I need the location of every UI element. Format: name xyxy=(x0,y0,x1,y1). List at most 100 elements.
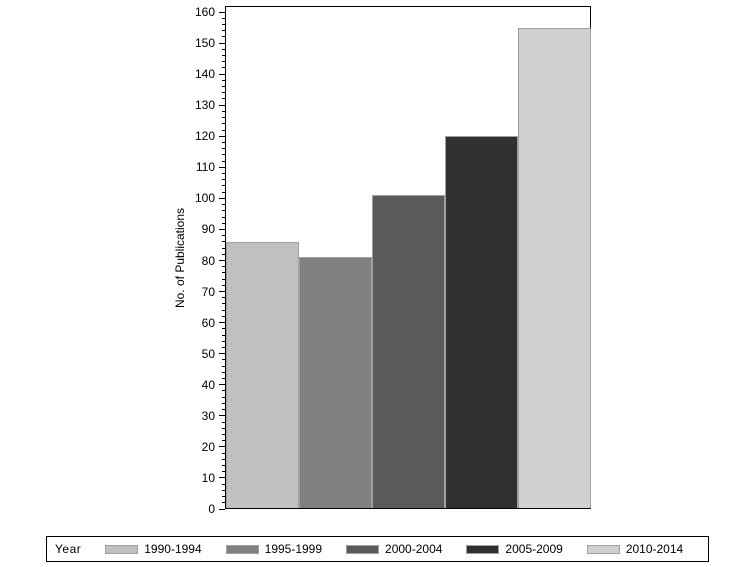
y-minor-tick xyxy=(222,272,225,274)
y-minor-tick xyxy=(222,123,225,125)
y-major-tick xyxy=(219,11,225,13)
y-minor-tick xyxy=(222,179,225,181)
legend-item: 1990-1994 xyxy=(105,542,202,556)
y-minor-tick xyxy=(222,266,225,268)
y-tick-label: 110 xyxy=(195,160,215,175)
plot-area xyxy=(225,6,591,509)
y-minor-tick xyxy=(222,216,225,218)
legend-item: 2000-2004 xyxy=(346,542,442,556)
y-minor-tick xyxy=(222,67,225,69)
y-minor-tick xyxy=(222,241,225,243)
y-minor-tick xyxy=(222,253,225,255)
y-minor-tick xyxy=(222,173,225,175)
y-minor-tick xyxy=(222,483,225,485)
y-tick-label: 40 xyxy=(201,377,215,392)
y-major-tick xyxy=(219,42,225,44)
y-minor-tick xyxy=(222,396,225,398)
y-minor-tick xyxy=(222,489,225,491)
y-tick-label: 70 xyxy=(201,284,215,299)
legend-swatch xyxy=(105,544,139,554)
legend-item: 2010-2014 xyxy=(586,542,684,556)
y-tick-label: 20 xyxy=(201,439,215,454)
y-minor-tick xyxy=(222,378,225,380)
y-minor-tick xyxy=(222,359,225,361)
y-major-tick xyxy=(219,415,225,417)
y-minor-tick xyxy=(222,471,225,473)
legend-item: 1995-1999 xyxy=(225,542,323,556)
y-minor-tick xyxy=(222,30,225,32)
y-minor-tick xyxy=(222,458,225,460)
legend-label: 1990-1994 xyxy=(144,542,202,556)
y-minor-tick xyxy=(222,421,225,423)
y-minor-tick xyxy=(222,315,225,317)
y-minor-tick xyxy=(222,235,225,237)
y-minor-tick xyxy=(222,297,225,299)
x-axis-line xyxy=(225,508,591,509)
y-minor-tick xyxy=(222,210,225,212)
y-tick-label: 90 xyxy=(201,222,215,237)
y-minor-tick xyxy=(222,160,225,162)
y-tick-label: 10 xyxy=(201,470,215,485)
y-tick-label: 150 xyxy=(194,36,215,51)
y-tick-label: 160 xyxy=(194,5,215,19)
y-minor-tick xyxy=(222,117,225,119)
y-minor-tick xyxy=(222,36,225,38)
y-minor-tick xyxy=(222,452,225,454)
legend: Year 1990-1994 1995-1999 2000-2004 2005-… xyxy=(46,536,709,562)
y-minor-tick xyxy=(222,86,225,88)
y-minor-tick xyxy=(222,141,225,143)
y-minor-tick xyxy=(222,247,225,249)
y-minor-tick xyxy=(222,23,225,25)
y-minor-tick xyxy=(222,204,225,206)
y-tick-label: 130 xyxy=(194,98,215,113)
legend-item: 2005-2009 xyxy=(466,542,563,556)
y-minor-tick xyxy=(222,427,225,429)
y-tick-label: 30 xyxy=(201,408,215,423)
y-minor-tick xyxy=(222,92,225,94)
y-major-tick xyxy=(219,104,225,106)
y-minor-tick xyxy=(222,191,225,193)
y-minor-tick xyxy=(222,502,225,504)
y-minor-tick xyxy=(222,185,225,187)
legend-label: 1995-1999 xyxy=(264,542,323,556)
y-minor-tick xyxy=(222,54,225,56)
y-minor-tick xyxy=(222,222,225,224)
y-minor-tick xyxy=(222,17,225,19)
y-minor-tick xyxy=(222,61,225,63)
y-major-tick xyxy=(219,135,225,137)
y-minor-tick xyxy=(222,440,225,442)
legend-label: 2010-2014 xyxy=(625,542,684,556)
y-major-tick xyxy=(219,446,225,448)
y-tick-label: 140 xyxy=(194,67,215,82)
y-axis: 0 10 20 30 40 50 60 70 80 90 100 110 120 130 140 150 160 xyxy=(160,0,225,520)
y-minor-tick xyxy=(222,79,225,81)
y-minor-tick xyxy=(222,278,225,280)
y-minor-tick xyxy=(222,465,225,466)
y-minor-tick xyxy=(222,284,225,286)
y-axis-title: No. of Publications xyxy=(173,207,187,309)
y-major-tick xyxy=(219,477,225,479)
bar-2010-2014 xyxy=(518,27,591,509)
y-tick-label: 60 xyxy=(201,315,215,330)
y-minor-tick xyxy=(222,48,225,50)
y-minor-tick xyxy=(222,402,225,404)
y-minor-tick xyxy=(222,110,225,112)
y-tick-label: 80 xyxy=(201,253,215,268)
bar-1995-1999 xyxy=(299,257,372,509)
y-minor-tick xyxy=(222,433,225,435)
y-minor-tick xyxy=(222,303,225,305)
y-major-tick xyxy=(219,260,225,261)
y-major-tick xyxy=(219,166,225,168)
y-tick-label: 50 xyxy=(201,346,215,361)
y-major-tick xyxy=(219,228,225,230)
legend-swatch xyxy=(225,544,259,554)
y-tick-label: 120 xyxy=(194,129,215,144)
y-tick-label: 0 xyxy=(208,502,215,516)
y-major-tick xyxy=(219,322,225,324)
legend-swatch xyxy=(466,544,500,554)
y-minor-tick xyxy=(222,496,225,498)
y-minor-tick xyxy=(222,148,225,150)
y-minor-tick xyxy=(222,409,225,411)
y-minor-tick xyxy=(222,328,225,330)
y-minor-tick xyxy=(222,129,225,131)
